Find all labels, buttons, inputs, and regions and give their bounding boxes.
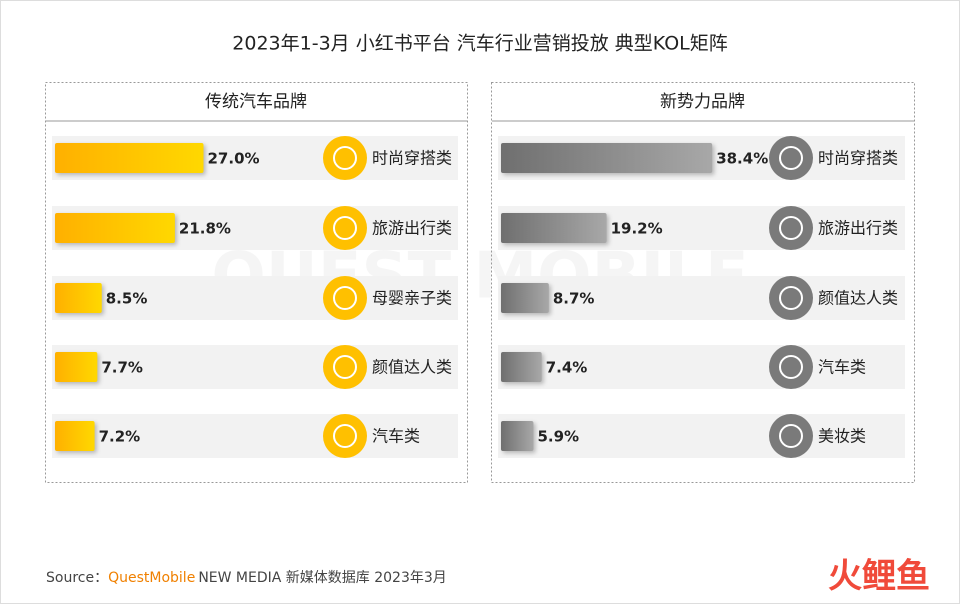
icon-glyph	[333, 216, 357, 240]
row-background	[498, 414, 905, 458]
icon	[323, 276, 367, 320]
panel	[491, 82, 915, 483]
category-label: 时尚穿搭类	[372, 149, 452, 168]
row-background	[498, 276, 905, 320]
bar	[55, 283, 102, 313]
value-label: 27.0%	[208, 150, 260, 168]
category-label: 母婴亲子类	[372, 289, 452, 308]
category-label: 时尚穿搭类	[818, 149, 898, 168]
chart-title: 2023年1-3月 小红书平台 汽车行业营销投放 典型KOL矩阵	[232, 33, 727, 55]
value-label: 19.2%	[611, 220, 663, 238]
icon-glyph	[779, 286, 803, 310]
icon	[769, 136, 813, 180]
source-brand: QuestMobile	[108, 570, 195, 586]
icon	[323, 414, 367, 458]
bar	[55, 213, 175, 243]
icon	[323, 206, 367, 250]
panel-title: 传统汽车品牌	[205, 92, 307, 112]
value-label: 21.8%	[179, 220, 231, 238]
value-label: 8.5%	[106, 290, 148, 308]
panel	[45, 82, 468, 483]
category-label: 颜值达人类	[818, 289, 898, 308]
icon-glyph	[333, 424, 357, 448]
logo: 火鲤鱼	[828, 557, 930, 597]
icon	[769, 414, 813, 458]
source-prefix: Source：	[46, 570, 108, 586]
icon-glyph	[779, 216, 803, 240]
icon	[323, 136, 367, 180]
source-rest: NEW MEDIA 新媒体数据库 2023年3月	[198, 570, 446, 586]
value-label: 7.7%	[101, 359, 143, 377]
row-background	[52, 414, 458, 458]
bar	[501, 352, 542, 382]
icon	[769, 206, 813, 250]
bar	[55, 352, 98, 382]
value-label: 7.4%	[546, 359, 588, 377]
icon-glyph	[333, 146, 357, 170]
icon	[769, 345, 813, 389]
icon-glyph	[333, 355, 357, 379]
icon-glyph	[779, 424, 803, 448]
source: Source：QuestMobile NEW MEDIA 新媒体数据库 2023年…	[46, 570, 447, 586]
icon	[769, 276, 813, 320]
category-label: 汽车类	[818, 358, 866, 377]
bar	[501, 143, 713, 173]
bar	[55, 421, 95, 451]
category-label: 颜值达人类	[372, 358, 452, 377]
bar	[55, 143, 204, 173]
category-label: 汽车类	[372, 427, 420, 446]
bar	[501, 421, 534, 451]
value-label: 38.4%	[716, 150, 768, 168]
value-label: 7.2%	[99, 428, 141, 446]
bar	[501, 283, 549, 313]
icon-glyph	[333, 286, 357, 310]
category-label: 美妆类	[818, 427, 866, 446]
icon-glyph	[779, 146, 803, 170]
row-background	[52, 276, 458, 320]
icon	[323, 345, 367, 389]
bar	[501, 213, 607, 243]
category-label: 旅游出行类	[372, 219, 452, 238]
row-background	[52, 345, 458, 389]
row-background	[498, 345, 905, 389]
icon-glyph	[779, 355, 803, 379]
category-label: 旅游出行类	[818, 219, 898, 238]
panel-title: 新势力品牌	[660, 92, 745, 112]
value-label: 5.9%	[537, 428, 579, 446]
value-label: 8.7%	[553, 290, 595, 308]
